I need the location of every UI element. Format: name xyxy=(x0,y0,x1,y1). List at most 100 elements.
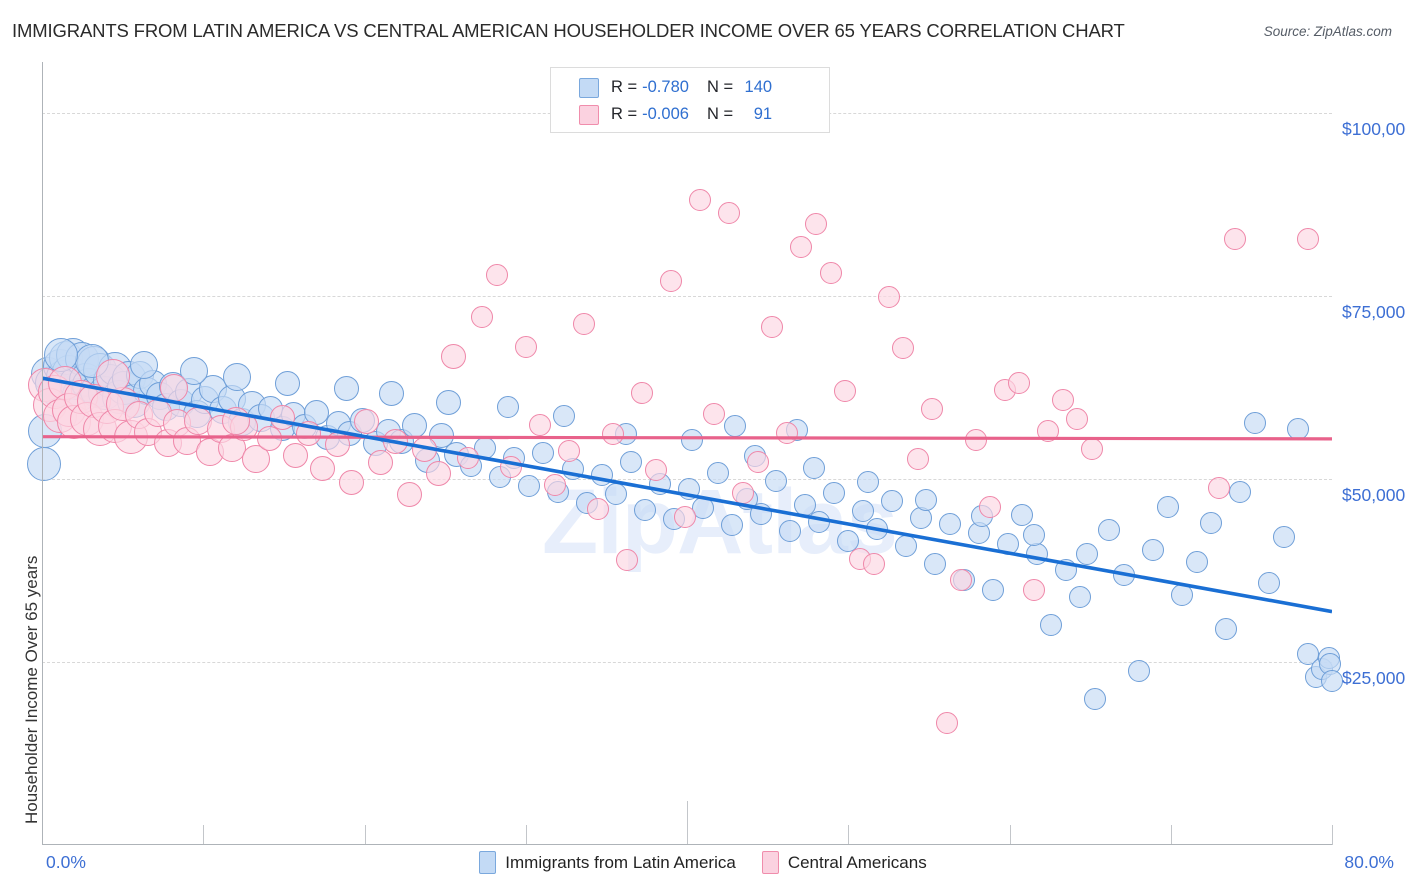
scatter-point xyxy=(310,456,336,482)
scatter-point xyxy=(964,429,987,452)
scatter-point xyxy=(543,473,566,496)
r-label-blue: R = xyxy=(611,78,638,96)
gridline xyxy=(42,296,1332,298)
x-axis-tick xyxy=(203,825,205,845)
scatter-point xyxy=(1200,512,1223,535)
scatter-point xyxy=(572,312,595,335)
scatter-point xyxy=(1069,585,1092,608)
scatter-point xyxy=(1287,417,1310,440)
scatter-point xyxy=(440,343,466,369)
y-axis-title: Householder Income Over 65 years xyxy=(22,555,41,824)
scatter-point xyxy=(935,711,958,734)
scatter-point xyxy=(819,261,842,284)
scatter-point xyxy=(921,397,944,420)
scatter-point xyxy=(703,402,726,425)
scatter-point xyxy=(26,446,61,481)
x-axis-tick xyxy=(1332,825,1333,845)
scatter-point xyxy=(129,350,158,379)
scatter-point xyxy=(856,471,879,494)
x-axis-tick xyxy=(1170,825,1172,845)
scatter-point xyxy=(634,498,657,521)
scatter-point xyxy=(717,201,740,224)
scatter-point xyxy=(411,436,437,462)
scatter-point xyxy=(590,463,613,486)
scatter-point xyxy=(274,370,300,396)
scatter-point xyxy=(1037,419,1060,442)
scatter-point xyxy=(1156,495,1179,518)
y-axis-tick-label: $75,000 xyxy=(1342,302,1406,323)
scatter-point xyxy=(334,375,360,401)
scatter-point xyxy=(803,457,826,480)
scatter-point xyxy=(456,446,479,469)
scatter-point xyxy=(282,443,308,469)
scatter-point xyxy=(1142,539,1164,562)
scatter-point xyxy=(659,269,682,292)
x-axis-tick xyxy=(525,825,527,845)
scatter-point xyxy=(808,511,831,534)
scatter-point xyxy=(1185,550,1208,573)
scatter-point xyxy=(339,469,365,495)
scatter-point xyxy=(1224,228,1247,251)
scatter-point xyxy=(497,395,519,418)
scatter-point xyxy=(863,552,886,575)
scatter-point xyxy=(619,451,642,474)
scatter-point xyxy=(1208,476,1231,499)
legend-item-latin-america[interactable]: Immigrants from Latin America xyxy=(479,851,736,874)
scatter-point xyxy=(775,422,798,444)
scatter-point xyxy=(866,517,889,540)
scatter-point xyxy=(605,483,628,506)
scatter-point xyxy=(426,461,452,487)
series-swatch-blue xyxy=(579,77,599,98)
scatter-point xyxy=(982,579,1005,602)
stats-row: R = -0.780 N = 140 xyxy=(551,74,829,101)
scatter-point xyxy=(379,380,405,406)
n-label-blue: N = xyxy=(706,78,734,96)
scatter-point xyxy=(221,407,250,436)
scatter-point xyxy=(906,448,929,471)
scatter-point xyxy=(892,337,915,360)
n-label-pink: N = xyxy=(706,105,734,123)
scatter-point xyxy=(500,456,523,479)
legend-swatch-icon xyxy=(479,851,497,874)
scatter-point xyxy=(688,188,711,211)
legend-item-central-americans[interactable]: Central Americans xyxy=(761,851,927,874)
scatter-point xyxy=(677,477,700,500)
scatter-point xyxy=(1022,524,1045,547)
scatter-point xyxy=(877,285,900,308)
scatter-point xyxy=(1258,572,1281,595)
scatter-point xyxy=(529,413,552,436)
scatter-point xyxy=(1066,408,1089,431)
scatter-point xyxy=(779,520,802,543)
legend: Immigrants from Latin America Central Am… xyxy=(0,851,1406,874)
scatter-point xyxy=(532,441,555,464)
scatter-point xyxy=(553,405,576,428)
gridline xyxy=(42,662,1332,664)
x-axis-max-label: 80.0% xyxy=(1344,852,1394,872)
scatter-point xyxy=(1080,438,1103,461)
scatter-point xyxy=(680,428,703,451)
scatter-point xyxy=(724,414,747,437)
scatter-point xyxy=(1243,412,1266,435)
r-label-pink: R = xyxy=(611,105,638,123)
scatter-point xyxy=(1040,613,1063,636)
legend-item-label: Central Americans xyxy=(787,852,927,872)
plot-area: ZipAtlas xyxy=(26,62,1343,845)
scatter-point xyxy=(938,512,961,535)
scatter-point xyxy=(223,362,252,391)
scatter-point xyxy=(435,389,461,415)
scatter-point xyxy=(485,263,508,286)
scatter-point xyxy=(924,552,947,575)
scatter-point xyxy=(1083,688,1106,711)
series-swatch-pink xyxy=(579,104,599,125)
scatter-point xyxy=(761,315,784,338)
scatter-point xyxy=(630,382,653,405)
scatter-point xyxy=(1171,584,1194,607)
scatter-point xyxy=(895,535,918,558)
scatter-point xyxy=(353,408,379,434)
x-axis-line xyxy=(42,844,1332,845)
scatter-point xyxy=(1051,389,1074,412)
scatter-point xyxy=(1098,518,1121,541)
scatter-point xyxy=(368,449,394,475)
x-axis-tick xyxy=(364,825,366,845)
